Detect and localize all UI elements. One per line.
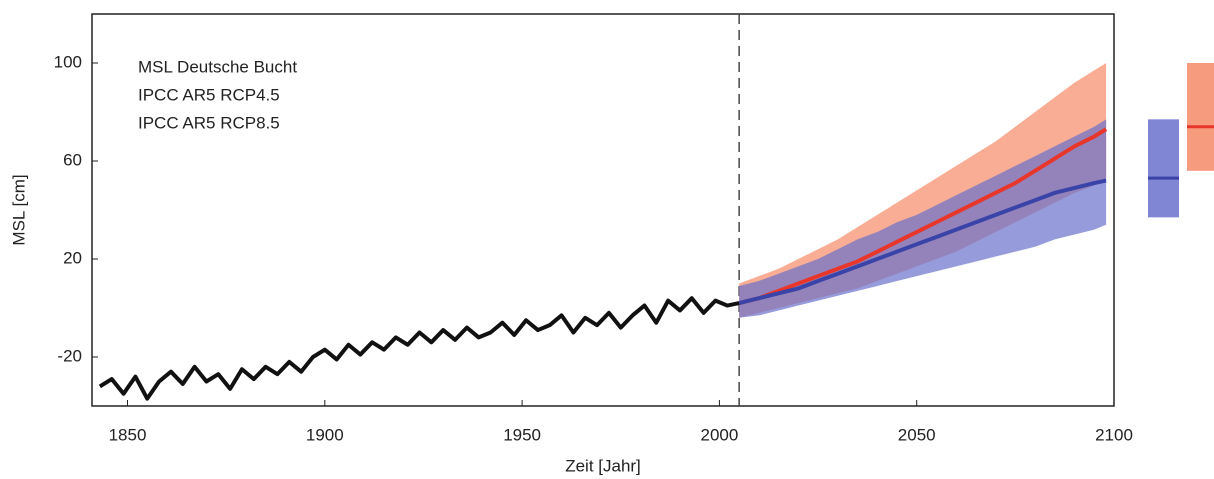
plot-area — [91, 13, 1115, 407]
x-axis-label: Zeit [Jahr] — [565, 456, 641, 475]
x-tick-label: 1850 — [109, 425, 147, 444]
end-range-box — [1187, 63, 1214, 171]
x-tick-label: 1900 — [306, 425, 344, 444]
observed-line — [98, 296, 740, 401]
y-tick-label: 60 — [63, 150, 82, 169]
x-tick-label: 2100 — [1095, 425, 1133, 444]
y-tick-label: 20 — [63, 248, 82, 267]
y-tick-label: 100 — [54, 52, 82, 71]
legend-label: MSL Deutsche Bucht — [138, 57, 297, 76]
uncertainty-band — [739, 119, 1107, 318]
x-tick-label: 2000 — [700, 425, 738, 444]
y-axis-label: MSL [cm] — [9, 174, 28, 245]
legend-label: IPCC AR5 RCP8.5 — [138, 113, 280, 132]
x-tick-label: 1950 — [503, 425, 541, 444]
median-line — [738, 178, 1107, 306]
x-tick-label: 2050 — [898, 425, 936, 444]
median-line — [738, 127, 1108, 306]
end-range-box — [1148, 119, 1179, 218]
legend-label: IPCC AR5 RCP4.5 — [138, 85, 280, 104]
y-tick-label: -20 — [57, 346, 82, 365]
